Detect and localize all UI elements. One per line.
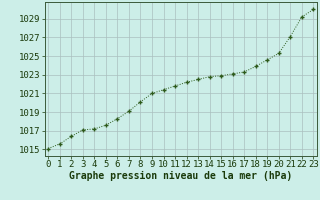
X-axis label: Graphe pression niveau de la mer (hPa): Graphe pression niveau de la mer (hPa) [69, 171, 292, 181]
